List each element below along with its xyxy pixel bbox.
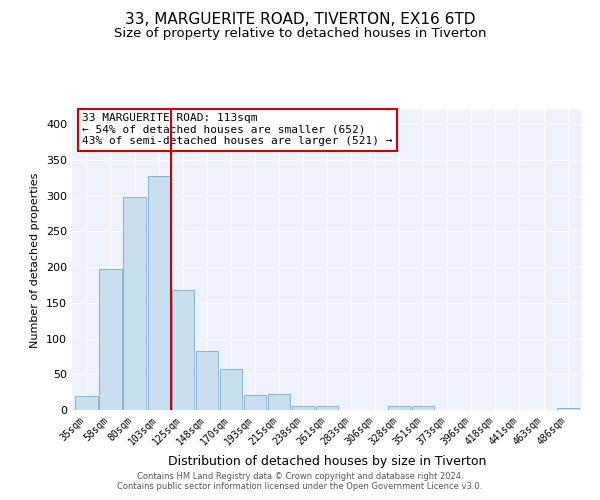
Bar <box>388 406 410 410</box>
Text: Size of property relative to detached houses in Tiverton: Size of property relative to detached ho… <box>114 28 486 40</box>
Bar <box>412 406 434 410</box>
Bar <box>292 406 314 410</box>
Text: 33, MARGUERITE ROAD, TIVERTON, EX16 6TD: 33, MARGUERITE ROAD, TIVERTON, EX16 6TD <box>125 12 475 28</box>
Bar <box>196 352 218 410</box>
Bar <box>557 408 578 410</box>
Y-axis label: Number of detached properties: Number of detached properties <box>31 172 40 348</box>
Bar <box>244 395 266 410</box>
Text: 33 MARGUERITE ROAD: 113sqm
← 54% of detached houses are smaller (652)
43% of sem: 33 MARGUERITE ROAD: 113sqm ← 54% of deta… <box>82 113 392 146</box>
Bar <box>148 176 170 410</box>
Bar <box>316 406 338 410</box>
Text: Contains public sector information licensed under the Open Government Licence v3: Contains public sector information licen… <box>118 482 482 491</box>
Bar <box>268 394 290 410</box>
Bar <box>100 270 122 410</box>
Bar <box>220 370 242 410</box>
Text: Contains HM Land Registry data © Crown copyright and database right 2024.: Contains HM Land Registry data © Crown c… <box>137 472 463 481</box>
Bar <box>124 197 146 410</box>
Bar <box>172 290 194 410</box>
Bar <box>76 396 98 410</box>
X-axis label: Distribution of detached houses by size in Tiverton: Distribution of detached houses by size … <box>168 455 486 468</box>
